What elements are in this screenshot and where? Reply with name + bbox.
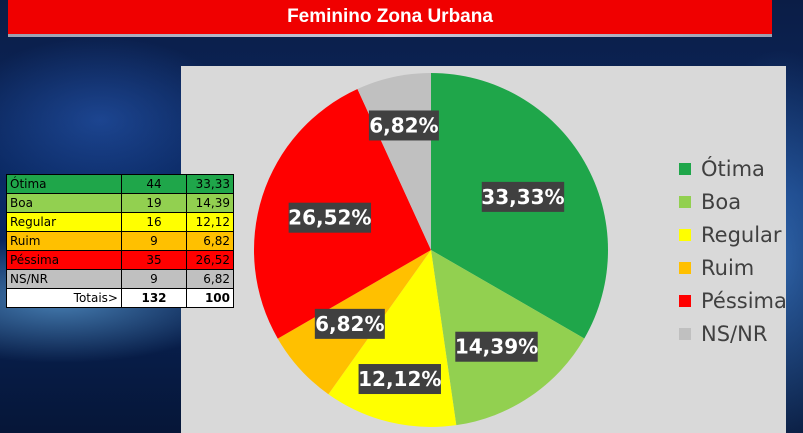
table-row: Ruim 9 6,82 xyxy=(6,231,234,251)
row-percent: 33,33 xyxy=(186,174,234,194)
data-label: 26,52% xyxy=(288,202,372,233)
table-row: Boa 19 14,39 xyxy=(6,193,234,213)
data-label-text: 33,33% xyxy=(481,185,564,209)
data-table: Ótima 44 33,33 Boa 19 14,39 Regular 16 12,12 Ruim… xyxy=(6,174,234,308)
legend-swatch xyxy=(679,162,691,175)
row-label: NS/NR xyxy=(6,269,122,289)
row-percent: 14,39 xyxy=(186,193,234,213)
chart-legend: Ótima Boa Regular Ruim Péssima NS/NR xyxy=(679,152,787,350)
data-label-box xyxy=(455,331,538,362)
data-label-box xyxy=(368,110,439,141)
data-label-box xyxy=(358,364,441,395)
title-underline xyxy=(8,34,772,37)
legend-label: Regular xyxy=(701,222,782,247)
data-label-box xyxy=(288,202,372,233)
row-label: Boa xyxy=(6,193,122,213)
row-count: 9 xyxy=(121,231,187,251)
row-percent: 26,52 xyxy=(186,250,234,270)
row-count: 35 xyxy=(121,250,187,270)
data-label-text: 6,82% xyxy=(369,113,438,137)
row-count: 16 xyxy=(121,212,187,232)
legend-swatch xyxy=(679,228,691,241)
pie-chart: 33,33% 14,39% 12,12% 6,82% 26,52% 6,82% xyxy=(254,73,608,427)
row-label: Ruim xyxy=(6,231,122,251)
table-row: Regular 16 12,12 xyxy=(6,212,234,232)
legend-item: Ótima xyxy=(679,152,787,185)
data-label-text: 26,52% xyxy=(288,206,371,230)
legend-label: Boa xyxy=(701,189,742,214)
totals-label: Totais> xyxy=(6,288,122,308)
legend-label: Ótima xyxy=(701,156,765,181)
data-label: 33,33% xyxy=(481,181,565,212)
totals-row: Totais> 132 100 xyxy=(6,288,234,308)
row-percent: 6,82 xyxy=(186,269,234,289)
data-label-box xyxy=(481,181,565,212)
row-label: Regular xyxy=(6,212,122,232)
data-label: 6,82% xyxy=(368,110,439,141)
legend-label: NS/NR xyxy=(701,321,768,346)
legend-swatch xyxy=(679,327,691,340)
legend-item: Regular xyxy=(679,218,787,251)
data-label: 12,12% xyxy=(358,364,441,395)
row-percent: 12,12 xyxy=(186,212,234,232)
legend-swatch xyxy=(679,294,691,307)
table-row: NS/NR 9 6,82 xyxy=(6,269,234,289)
row-percent: 6,82 xyxy=(186,231,234,251)
row-count: 9 xyxy=(121,269,187,289)
data-label-box xyxy=(314,308,385,339)
row-count: 44 xyxy=(121,174,187,194)
table-row: Ótima 44 33,33 xyxy=(6,174,234,194)
totals-count: 132 xyxy=(121,288,187,308)
data-label-text: 14,39% xyxy=(455,335,538,359)
row-label: Ótima xyxy=(6,174,122,194)
legend-item: NS/NR xyxy=(679,317,787,350)
row-count: 19 xyxy=(121,193,187,213)
table-row: Péssima 35 26,52 xyxy=(6,250,234,270)
title-bar: Feminino Zona Urbana xyxy=(8,0,772,34)
legend-item: Boa xyxy=(679,185,787,218)
legend-item: Péssima xyxy=(679,284,787,317)
page-title: Feminino Zona Urbana xyxy=(287,6,493,27)
row-label: Péssima xyxy=(6,250,122,270)
totals-percent: 100 xyxy=(186,288,234,308)
legend-item: Ruim xyxy=(679,251,787,284)
legend-label: Péssima xyxy=(701,288,787,313)
legend-swatch xyxy=(679,195,691,208)
chart-panel: 33,33% 14,39% 12,12% 6,82% 26,52% 6,82% Ótima… xyxy=(181,66,787,433)
data-label-text: 12,12% xyxy=(358,367,441,391)
legend-label: Ruim xyxy=(701,255,755,280)
data-label: 6,82% xyxy=(314,308,385,339)
data-label-text: 6,82% xyxy=(315,312,384,336)
legend-swatch xyxy=(679,261,691,274)
data-label: 14,39% xyxy=(455,331,538,362)
